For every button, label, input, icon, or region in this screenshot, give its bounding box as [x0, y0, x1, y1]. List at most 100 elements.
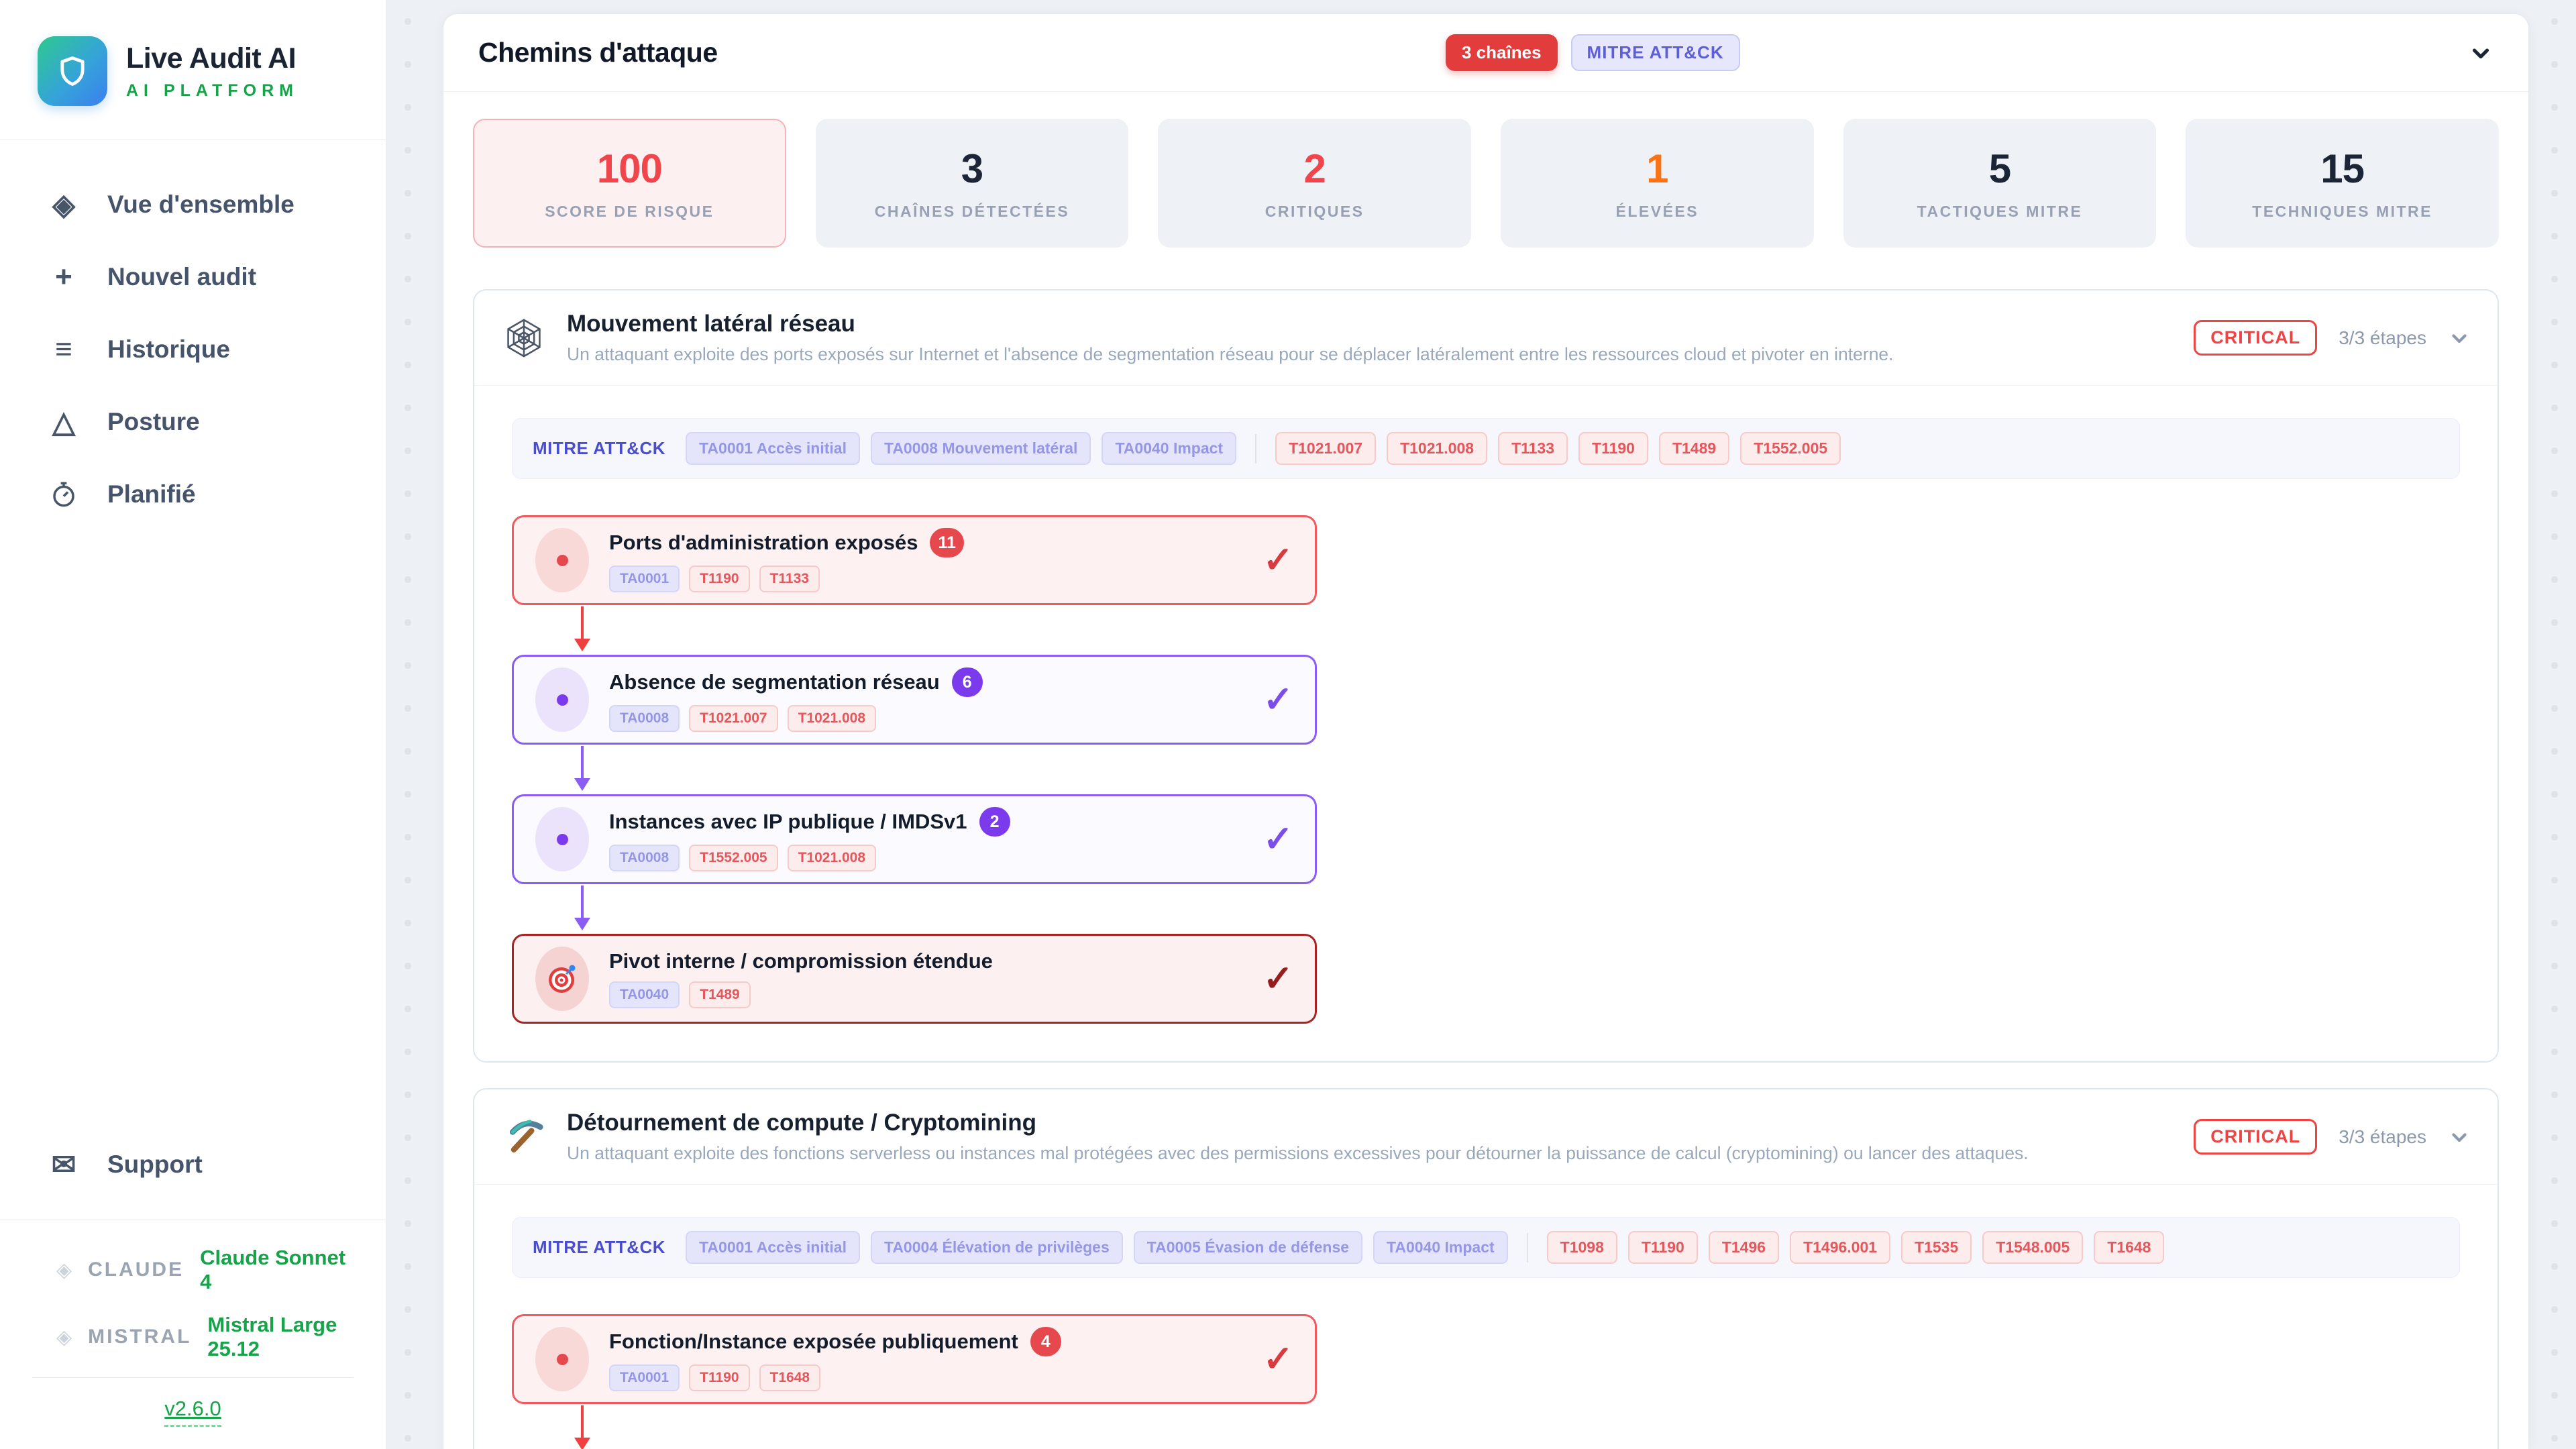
step-connector-arrow-icon: [512, 884, 1317, 934]
step-tags: TA0001 T1190 T1648: [609, 1364, 1243, 1391]
technique-tag: T1648: [2094, 1231, 2165, 1264]
technique-tag: T1489: [689, 981, 751, 1008]
diamond-icon: ◈: [56, 1258, 72, 1281]
check-icon: ✓: [1263, 680, 1293, 720]
stat-value: 3: [961, 146, 983, 191]
model-name: Claude Sonnet 4: [200, 1246, 346, 1293]
spiderweb-icon: [501, 315, 547, 361]
stat-label: SCORE DE RISQUE: [545, 203, 714, 220]
check-icon: ✓: [1263, 1339, 1293, 1379]
step-card[interactable]: Ports d'administration exposés 11 TA0001…: [512, 515, 1317, 605]
stat-card: 15 TECHNIQUES MITRE: [2186, 119, 2499, 248]
tactic-tag: TA0001 Accès initial: [686, 1231, 860, 1264]
chain-description: Un attaquant exploite des ports exposés …: [567, 344, 1894, 364]
sidebar-item-nouvel-audit[interactable]: + Nouvel audit: [0, 241, 386, 313]
stat-card: 5 TACTIQUES MITRE: [1843, 119, 2157, 248]
diamond-icon: ◈: [56, 1326, 72, 1348]
steps-list: Ports d'administration exposés 11 TA0001…: [512, 515, 1317, 1024]
step-card[interactable]: Pivot interne / compromission étendue TA…: [512, 934, 1317, 1024]
app-subtitle: AI PLATFORM: [126, 80, 299, 100]
mitre-bar: MITRE ATT&CK TA0001 Accès initial TA0004 …: [512, 1217, 2460, 1278]
history-lines-icon: ≡: [55, 333, 72, 366]
version-row: v2.6.0: [0, 1378, 386, 1449]
technique-tag: T1535: [1901, 1231, 1972, 1264]
tactic-tag: TA0005 Évasion de défense: [1133, 1231, 1363, 1264]
panel-header: Chemins d'attaque 3 chaînes MITRE ATT&CK: [443, 14, 2528, 92]
header-badges: 3 chaînes MITRE ATT&CK: [1446, 34, 1740, 71]
mitre-attck-badge: MITRE ATT&CK: [1570, 34, 1740, 71]
sidebar-item-posture[interactable]: △ Posture: [0, 386, 386, 458]
step-dot-icon: [535, 1327, 589, 1391]
check-icon: ✓: [1263, 540, 1293, 580]
step-count-badge: 11: [930, 528, 964, 557]
step-tags: TA0008 T1552.005 T1021.008: [609, 845, 1243, 871]
mitre-attck-label: MITRE ATT&CK: [533, 438, 666, 458]
app-logo: Live Audit AI AI PLATFORM: [0, 0, 386, 140]
chains-list: Mouvement latéral réseau Un attaquant ex…: [443, 248, 2528, 1449]
technique-tag: T1021.008: [787, 845, 876, 871]
overview-diamond-icon: ◈: [52, 188, 75, 221]
step-connector-arrow-icon: [512, 745, 1317, 794]
step-count-badge: 2: [979, 807, 1010, 837]
tactic-tag: TA0004 Élévation de privilèges: [870, 1231, 1123, 1264]
step-card[interactable]: Absence de segmentation réseau 6 TA0008 T…: [512, 655, 1317, 745]
technique-tag: T1496.001: [1790, 1231, 1891, 1264]
step-title: Ports d'administration exposés: [609, 531, 918, 554]
stat-label: CRITIQUES: [1265, 203, 1364, 220]
technique-tag: T1552.005: [689, 845, 778, 871]
model-status-row: ◈ CLAUDE Claude Sonnet 4: [56, 1246, 354, 1294]
tactic-tag: TA0040 Impact: [1373, 1231, 1508, 1264]
technique-tag: T1190: [689, 566, 750, 592]
sidebar: Live Audit AI AI PLATFORM ◈ Vue d'ensemb…: [0, 0, 386, 1449]
chain-expand-chevron-icon[interactable]: [2448, 327, 2471, 350]
mitre-separator: [1255, 433, 1257, 464]
chain-expand-chevron-icon[interactable]: [2448, 1126, 2471, 1148]
mitre-separator: [1526, 1232, 1528, 1263]
sidebar-item-support[interactable]: ✉ Support: [0, 1128, 386, 1201]
timer-icon: [47, 480, 80, 508]
stat-value: 2: [1303, 146, 1326, 191]
technique-tag: T1190: [1627, 1231, 1698, 1264]
chain-card: Détournement de compute / Cryptomining U…: [473, 1088, 2499, 1449]
model-status-row: ◈ MISTRAL Mistral Large 25.12: [56, 1313, 354, 1361]
technique-tag: T1496: [1708, 1231, 1780, 1264]
shield-logo-icon: [38, 36, 107, 106]
sidebar-item-label: Vue d'ensemble: [107, 191, 294, 218]
stat-card: 1 ÉLEVÉES: [1500, 119, 1814, 248]
technique-tag: T1548.005: [1982, 1231, 2084, 1264]
step-dot-icon: [535, 807, 589, 871]
chain-header[interactable]: Mouvement latéral réseau Un attaquant ex…: [474, 290, 2498, 386]
step-tags: TA0008 T1021.007 T1021.008: [609, 705, 1243, 732]
technique-tag: T1190: [689, 1364, 750, 1391]
step-card[interactable]: Fonction/Instance exposée publiquement 4…: [512, 1314, 1317, 1404]
technique-tag: T1021.007: [689, 705, 778, 732]
version-link[interactable]: v2.6.0: [164, 1397, 221, 1427]
technique-tag: T1021.008: [1387, 432, 1488, 465]
tactic-tag: TA0040 Impact: [1102, 432, 1237, 465]
attack-paths-panel: Chemins d'attaque 3 chaînes MITRE ATT&CK…: [443, 13, 2529, 1449]
tactic-tag: TA0001: [609, 566, 680, 592]
tactic-tag: TA0001: [609, 1364, 680, 1391]
step-dot-icon: [535, 667, 589, 732]
steps-list: Fonction/Instance exposée publiquement 4…: [512, 1314, 1317, 1449]
chain-card: Mouvement latéral réseau Un attaquant ex…: [473, 289, 2499, 1063]
technique-tag: T1489: [1658, 432, 1730, 465]
step-title: Instances avec IP publique / IMDSv1: [609, 810, 967, 833]
divider: [32, 1377, 354, 1378]
step-connector-arrow-icon: [512, 1404, 1317, 1449]
tactic-tag: TA0008: [609, 845, 680, 871]
sidebar-item-planifi-[interactable]: Planifié: [0, 458, 386, 531]
chain-header[interactable]: Détournement de compute / Cryptomining U…: [474, 1089, 2498, 1185]
step-card[interactable]: Instances avec IP publique / IMDSv1 2 TA…: [512, 794, 1317, 884]
step-title: Pivot interne / compromission étendue: [609, 949, 993, 973]
plus-icon: +: [55, 260, 72, 293]
target-icon: [535, 947, 589, 1011]
tactic-tag: TA0008: [609, 705, 680, 732]
sidebar-item-vue-d-ensemble[interactable]: ◈ Vue d'ensemble: [0, 168, 386, 241]
model-status-list: ◈ CLAUDE Claude Sonnet 4 ◈ MISTRAL Mistr…: [0, 1220, 386, 1377]
steps-count-label: 3/3 étapes: [2339, 327, 2426, 348]
step-title: Fonction/Instance exposée publiquement: [609, 1330, 1018, 1353]
sidebar-item-historique[interactable]: ≡ Historique: [0, 313, 386, 386]
technique-tag: T1021.008: [787, 705, 876, 732]
panel-collapse-chevron-icon[interactable]: [2468, 40, 2493, 66]
